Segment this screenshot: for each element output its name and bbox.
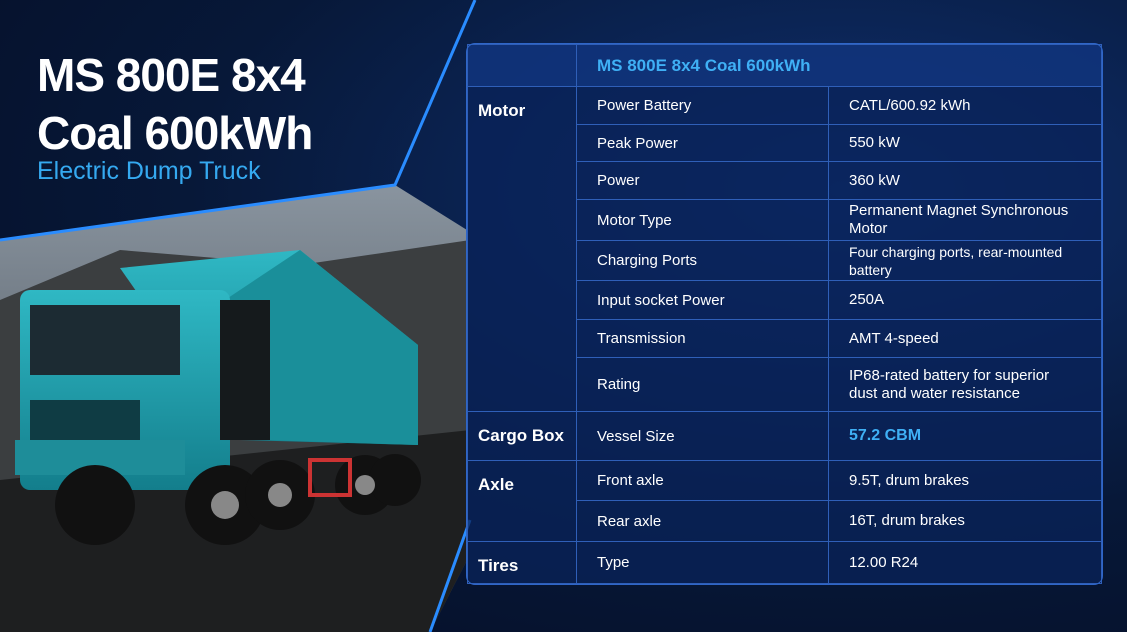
value: IP68-rated battery for superior dust and… (828, 357, 1102, 412)
spec-table: MS 800E 8x4 Coal 600kWh Motor Power Batte… (466, 43, 1103, 585)
parameter: Peak Power (576, 124, 829, 162)
parameter: Rating (576, 357, 829, 412)
value: 360 kW (828, 161, 1102, 200)
value: 250A (828, 280, 1102, 320)
parameter: Front axle (576, 460, 829, 501)
value: CATL/600.92 kWh (828, 86, 1102, 125)
parameter: Power Battery (576, 86, 829, 125)
spec-row: Peak Power 550 kW (468, 124, 1102, 162)
title: MS 800E 8x4 Coal 600kWh (37, 49, 313, 159)
parameter: Transmission (576, 319, 829, 358)
value: 550 kW (828, 124, 1102, 162)
group-name: Cargo Box (467, 411, 577, 461)
spec-row: Power 360 kW (468, 161, 1102, 200)
group-name: Tires (467, 541, 577, 584)
spec-row: Input socket Power 250A (468, 280, 1102, 320)
spec-row: Cargo Box Vessel Size 57.2 CBM (467, 411, 1102, 461)
truck-photo (0, 185, 467, 632)
group-name: Axle (467, 460, 577, 542)
header-cell (467, 44, 577, 87)
parameter: Input socket Power (576, 280, 829, 320)
parameter: Type (576, 541, 829, 584)
value: Four charging ports, rear-mounted batter… (828, 240, 1102, 281)
spec-row: Tires Type 12.00 R24 (467, 541, 1102, 584)
table-header: MS 800E 8x4 Coal 600kWh (576, 44, 1102, 87)
value: AMT 4-speed (828, 319, 1102, 358)
spec-row: Rating IP68-rated battery for superior du… (468, 357, 1102, 412)
parameter: Charging Ports (576, 240, 829, 281)
value: 9.5T, drum brakes (828, 460, 1102, 501)
table-header-row: MS 800E 8x4 Coal 600kWh (467, 44, 1102, 87)
group-name: Motor (467, 86, 577, 412)
value: 12.00 R24 (828, 541, 1102, 584)
subtitle: Electric Dump Truck (37, 157, 261, 185)
parameter: Motor Type (576, 199, 829, 241)
value: 16T, drum brakes (828, 500, 1102, 542)
value: Permanent Magnet Synchronous Motor (828, 199, 1102, 241)
spec-row: Charging Ports Four charging ports, rear-… (468, 240, 1102, 281)
parameter: Power (576, 161, 829, 200)
value: 57.2 CBM (828, 411, 1102, 461)
spec-row: Axle Front axle 9.5T, drum brakes (467, 460, 1102, 542)
spec-row: Motor Power Battery CATL/600.92 kWh (467, 86, 1102, 412)
parameter: Vessel Size (576, 411, 829, 461)
parameter: Rear axle (576, 500, 829, 542)
